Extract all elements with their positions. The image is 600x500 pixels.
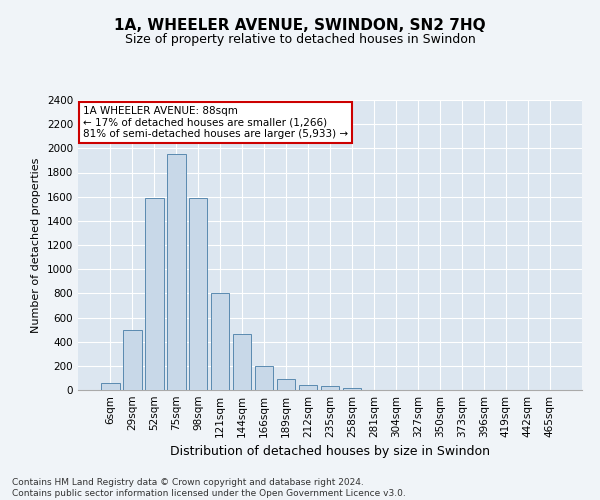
Bar	[320, 386, 340, 390]
Text: Size of property relative to detached houses in Swindon: Size of property relative to detached ho…	[125, 32, 475, 46]
X-axis label: Distribution of detached houses by size in Swindon: Distribution of detached houses by size …	[170, 446, 490, 458]
Text: 1A WHEELER AVENUE: 88sqm
← 17% of detached houses are smaller (1,266)
81% of sem: 1A WHEELER AVENUE: 88sqm ← 17% of detach…	[83, 106, 348, 139]
Text: Contains HM Land Registry data © Crown copyright and database right 2024.
Contai: Contains HM Land Registry data © Crown c…	[12, 478, 406, 498]
Text: 1A, WHEELER AVENUE, SWINDON, SN2 7HQ: 1A, WHEELER AVENUE, SWINDON, SN2 7HQ	[114, 18, 486, 32]
Bar	[123, 330, 142, 390]
Bar	[233, 334, 251, 390]
Bar	[189, 198, 208, 390]
Bar	[277, 378, 295, 390]
Bar	[145, 198, 164, 390]
Bar	[299, 385, 317, 390]
Y-axis label: Number of detached properties: Number of detached properties	[31, 158, 41, 332]
Bar	[167, 154, 185, 390]
Bar	[343, 388, 361, 390]
Bar	[211, 294, 229, 390]
Bar	[101, 383, 119, 390]
Bar	[255, 366, 274, 390]
